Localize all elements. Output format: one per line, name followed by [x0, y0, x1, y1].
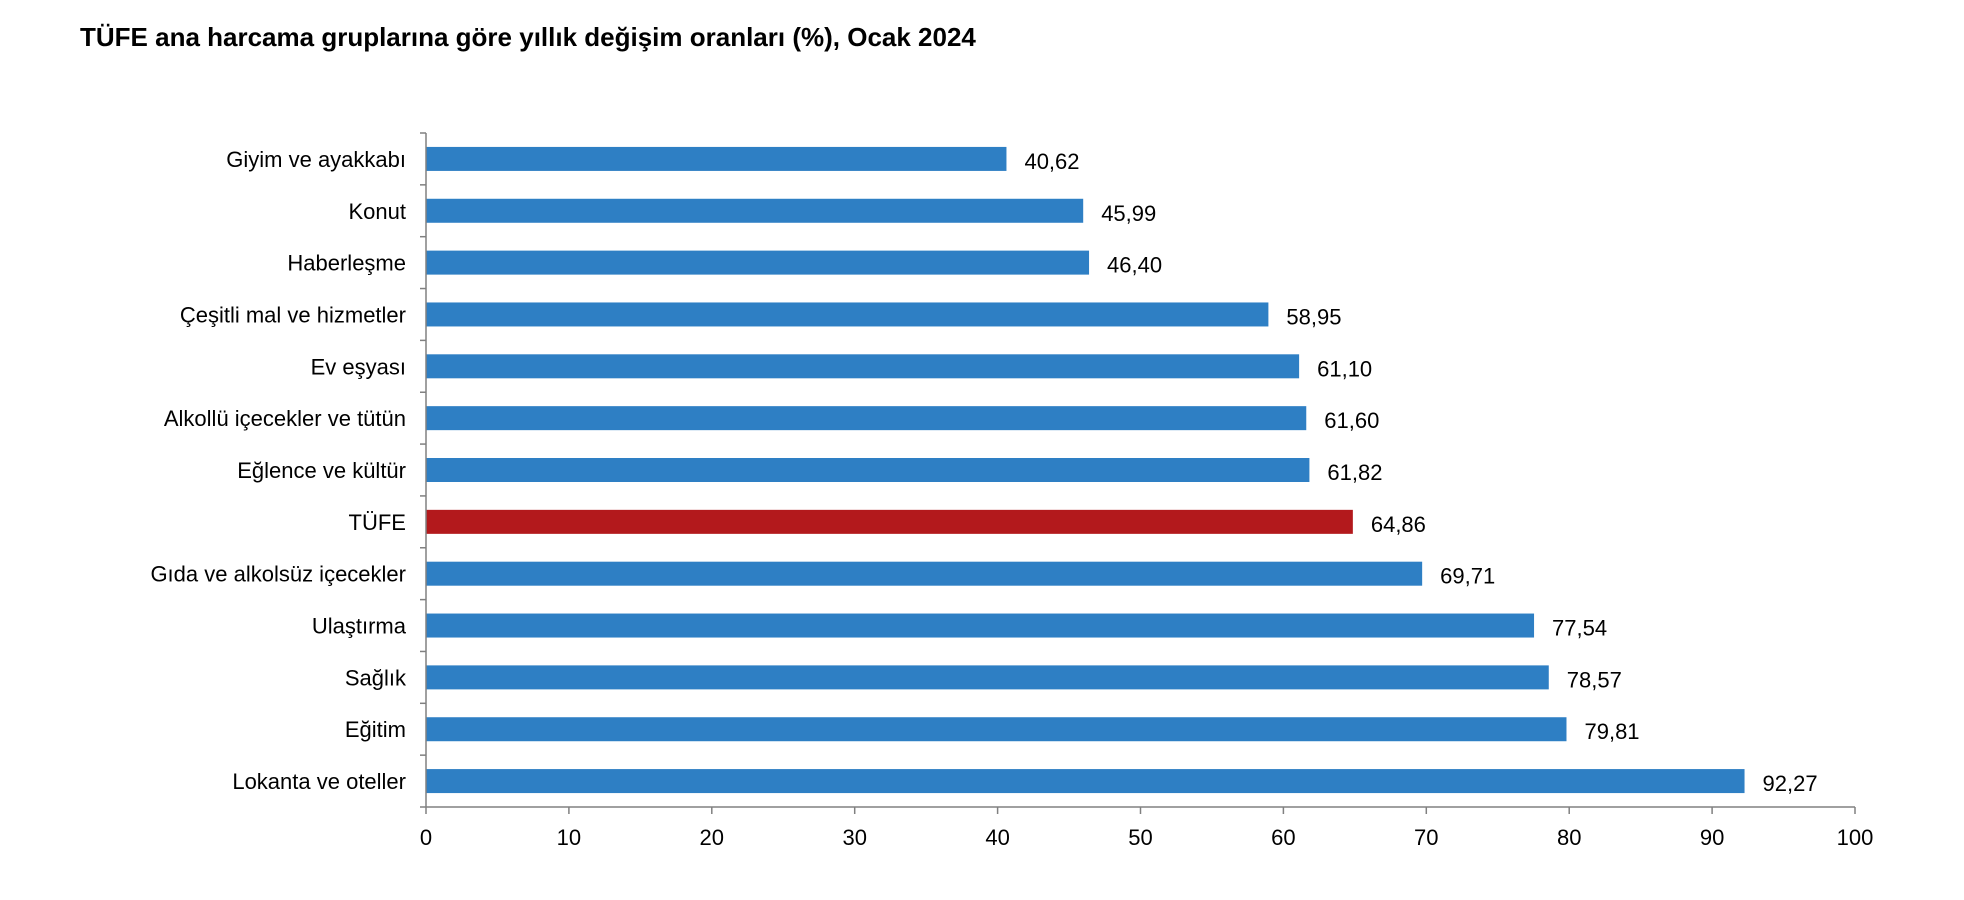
- category-label: Ev eşyası: [311, 354, 406, 379]
- bar: [426, 302, 1269, 327]
- bar: [426, 717, 1567, 742]
- bar: [426, 406, 1307, 431]
- category-label: Lokanta ve oteller: [232, 769, 406, 794]
- x-tick-label: 70: [1414, 825, 1438, 850]
- data-label: 69,71: [1440, 564, 1495, 589]
- chart-title: TÜFE ana harcama gruplarına göre yıllık …: [80, 22, 976, 52]
- bar: [426, 198, 1084, 223]
- bar: [426, 665, 1549, 690]
- x-tick-label: 80: [1557, 825, 1581, 850]
- data-label: 58,95: [1286, 304, 1341, 329]
- data-label: 45,99: [1101, 201, 1156, 226]
- data-label: 78,57: [1567, 667, 1622, 692]
- bar: [426, 509, 1353, 534]
- bars-layer: [426, 146, 1745, 794]
- bar: [426, 354, 1300, 379]
- x-tick-label: 40: [985, 825, 1009, 850]
- category-label: Eğlence ve kültür: [237, 458, 406, 483]
- axis-layer: Giyim ve ayakkabı 40,62 Konut 45,99 Haberleş…: [150, 132, 1874, 850]
- x-tick-label: 20: [700, 825, 724, 850]
- data-label: 40,62: [1024, 149, 1079, 174]
- bar: [426, 146, 1007, 171]
- x-tick-label: 100: [1837, 825, 1874, 850]
- category-label: Çeşitli mal ve hizmetler: [180, 302, 406, 327]
- category-label: Ulaştırma: [312, 614, 407, 639]
- data-label: 92,27: [1763, 771, 1818, 796]
- bar: [426, 561, 1423, 586]
- data-label: 61,60: [1324, 408, 1379, 433]
- bar: [426, 458, 1310, 482]
- bar: [426, 769, 1745, 794]
- category-label: Giyim ve ayakkabı: [226, 147, 406, 172]
- category-label: Alkollü içecekler ve tütün: [164, 406, 406, 431]
- data-label: 79,81: [1584, 719, 1639, 744]
- data-label: 61,82: [1327, 460, 1382, 485]
- x-tick-label: 50: [1128, 825, 1152, 850]
- x-tick-label: 10: [557, 825, 581, 850]
- category-label: Gıda ve alkolsüz içecekler: [150, 562, 406, 587]
- x-tick-label: 90: [1700, 825, 1724, 850]
- x-tick-label: 30: [842, 825, 866, 850]
- bar: [426, 250, 1090, 275]
- data-label: 64,86: [1371, 512, 1426, 537]
- x-tick-label: 60: [1271, 825, 1295, 850]
- data-label: 77,54: [1552, 616, 1607, 641]
- category-label: Haberleşme: [287, 251, 406, 276]
- x-tick-label: 0: [420, 825, 432, 850]
- category-label: Konut: [349, 199, 407, 224]
- data-label: 46,40: [1107, 253, 1162, 278]
- data-label: 61,10: [1317, 356, 1372, 381]
- category-label: Sağlık: [345, 665, 407, 690]
- category-label: Eğitim: [345, 717, 406, 742]
- bar: [426, 613, 1535, 638]
- category-label: TÜFE: [349, 510, 406, 535]
